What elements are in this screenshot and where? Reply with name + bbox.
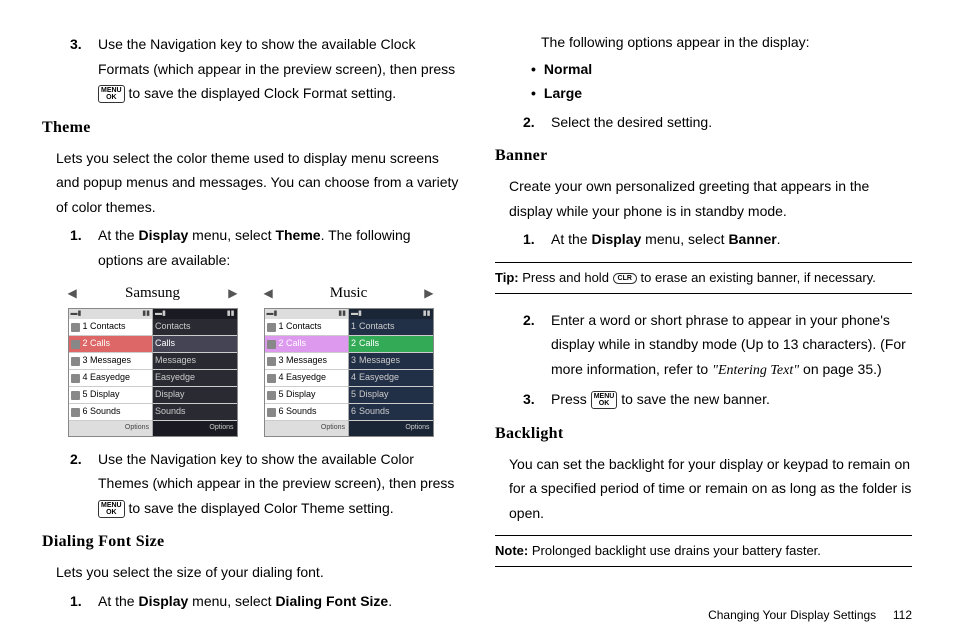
- banner-step-3: 3. Press MENUOK to save the new banner.: [495, 387, 912, 412]
- left-column: 3. Use the Navigation key to show the av…: [42, 28, 459, 616]
- theme-paragraph: Lets you select the color theme used to …: [42, 146, 459, 220]
- preview-title: Music: [330, 280, 368, 306]
- step-text: Select the desired setting.: [551, 110, 712, 135]
- step-text: Use the Navigation key to show the avail…: [98, 447, 459, 521]
- preview-title: Samsung: [125, 280, 180, 306]
- dialing-font-size-paragraph: Lets you select the size of your dialing…: [42, 560, 459, 585]
- step-text: At the Display menu, select Dialing Font…: [98, 589, 392, 614]
- tip-box: Tip: Press and hold CLR to erase an exis…: [495, 262, 912, 294]
- option-large: •Large: [495, 81, 912, 106]
- step-number: 3.: [70, 32, 88, 106]
- theme-step-2: 2. Use the Navigation key to show the av…: [42, 447, 459, 521]
- footer-chapter: Changing Your Display Settings: [708, 608, 876, 622]
- dfs-step-1: 1. At the Display menu, select Dialing F…: [42, 589, 459, 614]
- dialing-font-size-heading: Dialing Font Size: [42, 528, 459, 556]
- chevron-left-icon: ◀: [68, 283, 77, 304]
- theme-preview-music: ◀Music▶ ▬▮▮▮ 1 Contacts 2 Calls 3 Messag…: [264, 280, 434, 437]
- chevron-right-icon: ▶: [228, 283, 237, 304]
- step-text: At the Display menu, select Banner.: [551, 227, 781, 252]
- theme-previews: ◀Samsung▶ ▬▮▮▮ 1 Contacts 2 Calls 3 Mess…: [42, 280, 459, 437]
- option-normal: •Normal: [495, 57, 912, 82]
- step-number: 1.: [70, 589, 88, 614]
- chevron-right-icon: ▶: [424, 283, 433, 304]
- clock-step-3: 3. Use the Navigation key to show the av…: [42, 32, 459, 106]
- banner-step-2: 2. Enter a word or short phrase to appea…: [495, 308, 912, 384]
- banner-heading: Banner: [495, 142, 912, 170]
- banner-step-1: 1. At the Display menu, select Banner.: [495, 227, 912, 252]
- step-text: Use the Navigation key to show the avail…: [98, 32, 455, 106]
- page-footer: Changing Your Display Settings 112: [708, 608, 912, 622]
- step-number: 2.: [70, 447, 88, 521]
- step-text: At the Display menu, select Theme. The f…: [98, 223, 459, 272]
- tip-label: Tip:: [495, 270, 522, 285]
- banner-paragraph: Create your own personalized greeting th…: [495, 174, 912, 223]
- step-number: 3.: [523, 387, 541, 412]
- clr-key-icon: CLR: [613, 273, 637, 284]
- footer-page-number: 112: [893, 608, 912, 622]
- menu-ok-key-icon: MENUOK: [98, 85, 125, 103]
- dfs-options-intro: The following options appear in the disp…: [495, 30, 912, 55]
- step-number: 1.: [523, 227, 541, 252]
- note-box: Note: Prolonged backlight use drains you…: [495, 535, 912, 567]
- menu-ok-key-icon: MENUOK: [591, 391, 618, 409]
- chevron-left-icon: ◀: [264, 283, 273, 304]
- step-number: 1.: [70, 223, 88, 272]
- right-column: The following options appear in the disp…: [495, 28, 912, 616]
- theme-step-1: 1. At the Display menu, select Theme. Th…: [42, 223, 459, 272]
- step-number: 2.: [523, 110, 541, 135]
- dfs-step-2: 2. Select the desired setting.: [495, 110, 912, 135]
- note-label: Note:: [495, 543, 532, 558]
- menu-ok-key-icon: MENUOK: [98, 500, 125, 518]
- step-number: 2.: [523, 308, 541, 384]
- theme-heading: Theme: [42, 114, 459, 142]
- step-text: Press MENUOK to save the new banner.: [551, 387, 770, 412]
- backlight-paragraph: You can set the backlight for your displ…: [495, 452, 912, 526]
- theme-preview-samsung: ◀Samsung▶ ▬▮▮▮ 1 Contacts 2 Calls 3 Mess…: [68, 280, 238, 437]
- step-text: Enter a word or short phrase to appear i…: [551, 308, 912, 384]
- backlight-heading: Backlight: [495, 420, 912, 448]
